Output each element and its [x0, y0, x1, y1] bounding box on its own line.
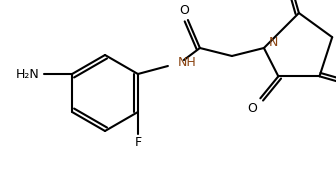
Text: H₂N: H₂N [16, 67, 40, 80]
Text: F: F [134, 135, 141, 148]
Text: NH: NH [178, 56, 197, 69]
Text: O: O [179, 3, 189, 16]
Text: O: O [247, 102, 257, 115]
Text: N: N [269, 36, 278, 49]
